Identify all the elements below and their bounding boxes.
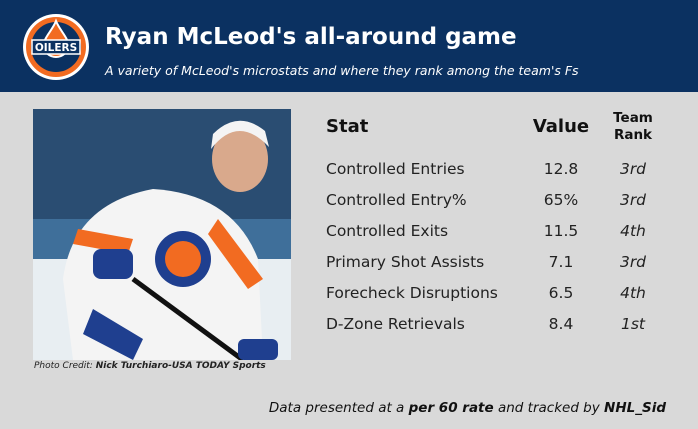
stat-value: 6.5: [548, 284, 574, 302]
stat-name: Primary Shot Assists: [326, 253, 485, 271]
column-header: Stat: [326, 116, 369, 137]
stat-value: 8.4: [548, 315, 574, 333]
player-photo: [33, 109, 291, 360]
stat-value: 12.8: [543, 160, 579, 178]
team-rank: 3rd: [619, 191, 647, 209]
stat-value: 65%: [543, 191, 579, 209]
subtitle: A variety of McLeod's microstats and whe…: [105, 63, 579, 78]
footer-emphasis: NHL_Sid: [604, 400, 666, 416]
stat-name: Controlled Entry%: [326, 191, 467, 209]
stat-name: Controlled Entries: [326, 160, 465, 178]
footer-text: and tracked by: [493, 400, 605, 416]
team-rank: 4th: [620, 284, 646, 302]
credit-source: Nick Turchiaro-USA TODAY Sports: [95, 361, 266, 371]
logo-text: OILERS: [35, 42, 77, 54]
footer: Data presented at a per 60 rate and trac…: [269, 400, 666, 416]
footer-text: Data presented at a: [268, 400, 409, 416]
stat-name: Forecheck Disruptions: [326, 284, 498, 302]
column-header: Team Rank: [613, 110, 653, 143]
credit-label: Photo Credit:: [34, 361, 96, 371]
team-logo: OILERS: [23, 14, 89, 80]
team-rank: 4th: [620, 222, 646, 240]
footer-emphasis: per 60 rate: [408, 400, 494, 416]
column-header: Value: [532, 116, 590, 137]
team-rank: 1st: [620, 315, 645, 333]
stat-name: D-Zone Retrievals: [326, 315, 465, 333]
header-bar: [0, 0, 698, 92]
title: Ryan McLeod's all-around game: [105, 24, 517, 50]
team-rank: 3rd: [619, 253, 647, 271]
stat-value: 7.1: [548, 253, 574, 271]
stat-value: 11.5: [543, 222, 579, 240]
team-rank: 3rd: [619, 160, 647, 178]
photo-credit: Photo Credit: Nick Turchiaro-USA TODAY S…: [34, 361, 266, 371]
stat-name: Controlled Exits: [326, 222, 449, 240]
